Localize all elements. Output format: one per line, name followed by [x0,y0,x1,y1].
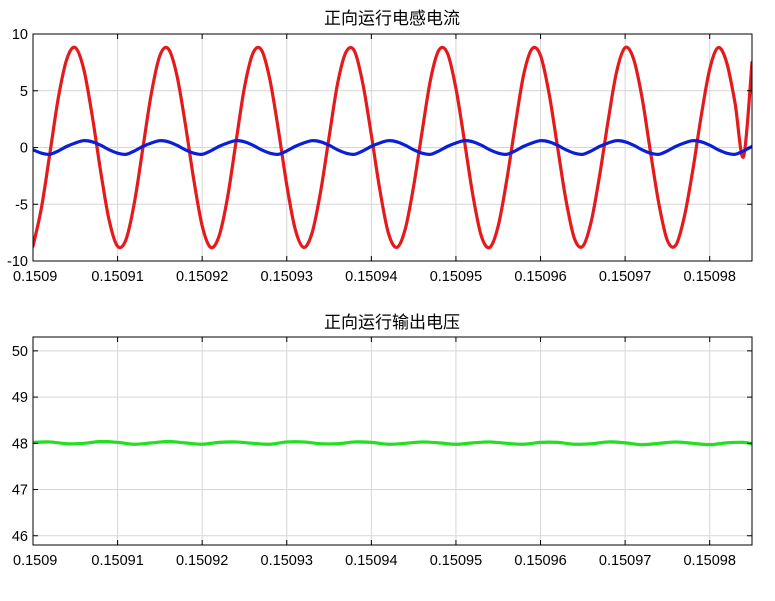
inductor-current-xtick-label: 0.15098 [683,269,735,285]
inductor-current-ytick-label: 5 [20,84,28,100]
inductor-current-title: 正向运行电感电流 [324,9,460,29]
inductor-current-xtick-label: 0.15097 [599,269,651,285]
inductor-current-ytick-label: 0 [20,141,28,157]
inductor-current-series-0-line [33,45,752,250]
output-voltage-ytick-label: 50 [12,344,28,360]
output-voltage-xtick-label: 0.1509 [13,553,57,569]
output-voltage-axes [32,336,753,546]
inductor-current-xtick-label: 0.15091 [91,269,143,285]
output-voltage-xtick-label: 0.15092 [176,553,228,569]
inductor-current-xtick-label: 0.15095 [430,269,482,285]
output-voltage-grid [32,337,752,545]
output-voltage-series [33,439,752,447]
output-voltage-ticks: 0.1509 0.15091 0.15092 0.15093 0.15094 0.1509… [12,337,752,569]
inductor-current-xtick-label: 0.15096 [514,269,566,285]
output-voltage-xtick-label: 0.15093 [261,553,313,569]
output-voltage-ytick-label: 47 [12,483,28,499]
inductor-current-ytick-label: -10 [7,254,28,270]
output-voltage-panel: 正向运行输出电压 0.1509 0.15091 0.15092 0.15093 0.15… [12,313,753,569]
output-voltage-xtick-label: 0.15098 [683,553,735,569]
output-voltage-ytick-label: 49 [12,390,28,406]
inductor-current-xtick-label: 0.15093 [261,269,313,285]
inductor-current-ticks: 0.1509 0.15091 0.15092 0.15093 0.15094 0.1509… [7,27,752,285]
output-voltage-xtick-label: 0.15097 [599,553,651,569]
inductor-current-series-1-line [33,139,752,157]
output-voltage-series-0-line [33,439,752,447]
inductor-current-xtick-label: 0.15092 [176,269,228,285]
inductor-current-xtick-label: 0.15094 [345,269,397,285]
output-voltage-ytick-label: 48 [12,436,28,452]
inductor-current-series [33,45,752,250]
output-voltage-title: 正向运行输出电压 [324,313,460,333]
output-voltage-xtick-label: 0.15096 [514,553,566,569]
inductor-current-ytick-label: -5 [15,197,28,213]
inductor-current-ytick-label: 10 [12,27,28,43]
output-voltage-xtick-label: 0.15091 [91,553,143,569]
output-voltage-xtick-label: 0.15094 [345,553,397,569]
output-voltage-ytick-label: 46 [12,529,28,545]
output-voltage-xtick-label: 0.15095 [430,553,482,569]
inductor-current-panel: 正向运行电感电流 0.1509 0.15091 0.15092 0.15093 0.15… [7,9,753,285]
inductor-current-xtick-label: 0.1509 [13,269,57,285]
